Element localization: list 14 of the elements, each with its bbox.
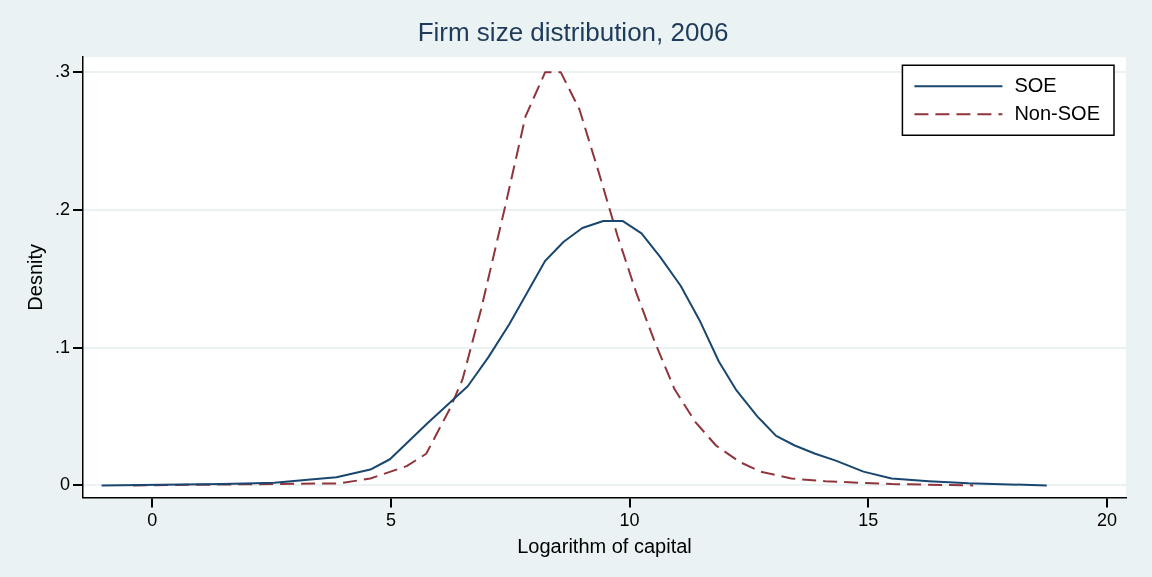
x-tick-label: 20: [1096, 510, 1117, 531]
x-tick-label: 5: [385, 510, 396, 531]
y-axis-title: Desnity: [23, 243, 46, 311]
x-tick-label: 15: [858, 510, 879, 531]
x-tick-label: 10: [619, 510, 640, 531]
y-tick-label: .2: [55, 199, 71, 220]
x-tick-label: 0: [147, 510, 158, 531]
y-tick-label: .1: [55, 336, 71, 357]
y-tick-label: .3: [55, 61, 71, 82]
legend-label: Non-SOE: [1014, 101, 1101, 124]
x-axis-title: Logarithm of capital: [517, 534, 692, 557]
y-tick-label: 0: [60, 474, 71, 495]
chart-title: Firm size distribution, 2006: [417, 16, 729, 47]
legend-label: SOE: [1014, 73, 1057, 96]
